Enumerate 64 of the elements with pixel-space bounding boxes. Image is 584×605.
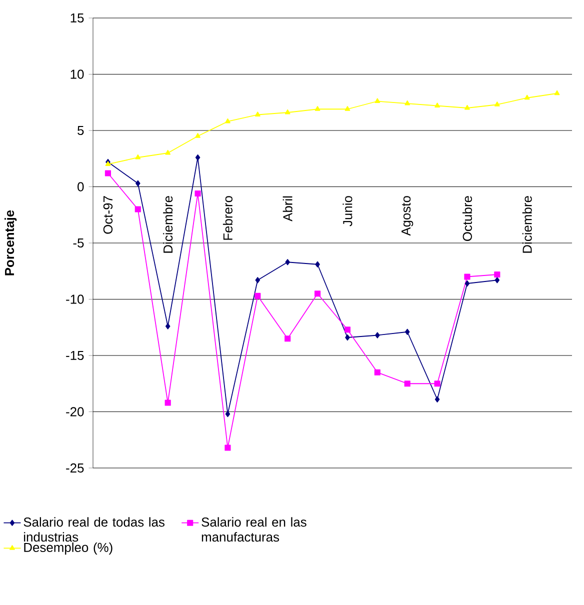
point	[434, 102, 440, 108]
point	[494, 277, 500, 284]
x-tick-label: Abril	[282, 196, 292, 222]
point	[135, 154, 141, 160]
point	[494, 102, 500, 106]
y-tick-label: -20	[66, 407, 84, 416]
point	[254, 112, 260, 116]
point	[375, 332, 380, 338]
point	[194, 190, 201, 197]
point	[524, 94, 530, 100]
point	[285, 259, 290, 266]
point	[344, 106, 350, 111]
y-axis-title: Porcentaje	[4, 210, 17, 276]
point	[344, 326, 351, 333]
point	[165, 323, 170, 330]
legend-label: Salario real en las manufacturas	[202, 517, 306, 542]
x-tick-label: Junio	[342, 196, 352, 226]
point	[165, 150, 171, 155]
point	[136, 180, 140, 186]
point	[404, 328, 410, 335]
point	[464, 104, 470, 110]
point	[494, 271, 500, 278]
y-tick-label: -5	[73, 238, 84, 248]
point	[314, 106, 320, 111]
point	[164, 400, 171, 406]
y-tick-label: 0	[78, 182, 84, 192]
x-tick-label: Agosto	[402, 196, 414, 236]
y-tick-label: -15	[66, 350, 84, 360]
point	[284, 109, 290, 114]
point	[374, 369, 380, 376]
point	[255, 277, 260, 284]
legend-label: Salario real de todas las industrias	[24, 517, 164, 542]
point	[195, 154, 200, 161]
point	[104, 170, 112, 176]
point	[345, 334, 350, 341]
point	[374, 98, 380, 103]
y-tick-label: -25	[66, 463, 84, 473]
x-tick-label: Diciembre	[522, 196, 532, 253]
point	[554, 90, 560, 96]
x-tick-label: Octubre	[462, 196, 472, 241]
y-tick-label: -10	[66, 294, 84, 304]
x-tick-label: Diciembre	[163, 196, 173, 253]
point	[315, 261, 320, 268]
point	[224, 444, 231, 451]
y-tick-label: 10	[70, 70, 84, 79]
point	[284, 336, 291, 342]
point	[195, 133, 200, 138]
y-tick-label: 15	[70, 13, 84, 23]
point	[134, 206, 141, 212]
point	[464, 280, 470, 287]
point	[314, 290, 321, 297]
x-tick-label: Oct-97	[103, 196, 113, 234]
point	[105, 161, 111, 166]
point	[254, 292, 261, 299]
x-tick-label: Febrero	[222, 196, 232, 240]
point	[404, 380, 410, 387]
point	[464, 274, 470, 280]
point	[404, 100, 410, 106]
legend-label: Desempleo (%)	[24, 542, 112, 555]
point	[434, 396, 440, 402]
y-tick-label: 5	[78, 126, 84, 136]
point	[225, 118, 230, 124]
point	[434, 380, 440, 387]
point	[225, 410, 230, 418]
